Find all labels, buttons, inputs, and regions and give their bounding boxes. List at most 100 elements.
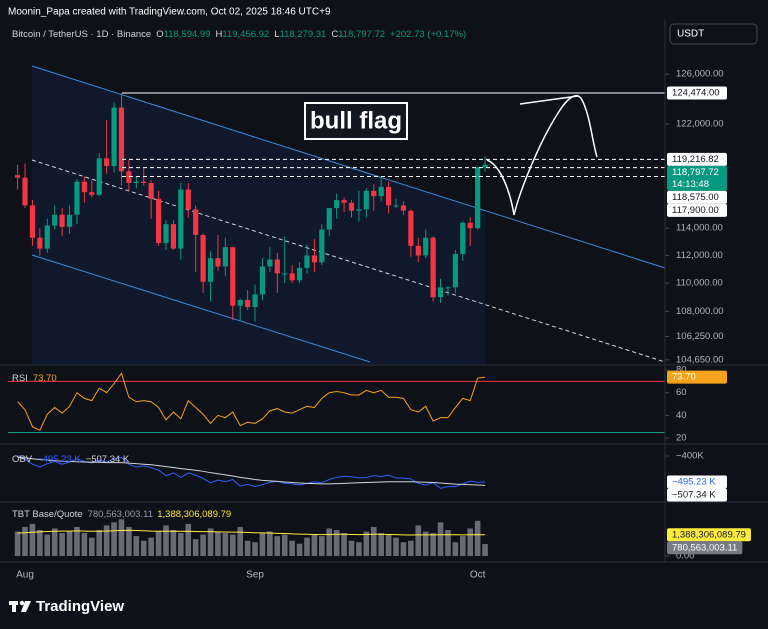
candle-body xyxy=(222,247,228,267)
volume-bar xyxy=(185,523,192,556)
level-label-box xyxy=(667,190,727,204)
y-tick-label: 40 xyxy=(676,410,687,421)
candle-body xyxy=(304,255,310,268)
channel-fill xyxy=(32,66,485,365)
ohlc-value: 118,797.72 xyxy=(338,29,385,40)
volume-bar xyxy=(296,543,303,556)
y-tick-label: −400K xyxy=(676,451,704,462)
candle-body xyxy=(415,245,421,256)
candle-body xyxy=(252,294,258,308)
volume-bar xyxy=(274,536,281,556)
level-label: 118,575.00 xyxy=(672,192,719,203)
volume-bar xyxy=(103,525,110,556)
level-label-box xyxy=(667,86,727,100)
volume-bar xyxy=(326,528,333,556)
ohlc-label: H xyxy=(215,29,222,40)
volume-bar xyxy=(370,526,377,556)
candle-body xyxy=(52,214,58,226)
volume-bar xyxy=(51,528,58,556)
volume-bar xyxy=(111,522,117,556)
candle-body xyxy=(467,222,473,229)
legend-item: −507.34 K xyxy=(86,454,130,465)
candle-body xyxy=(386,186,392,206)
y-tick-label: 122,000.00 xyxy=(676,118,724,129)
candle-body xyxy=(89,192,95,195)
legend: TBT Base/Quote 780,563,003.11 1,388,306,08… xyxy=(12,509,231,520)
candle-body xyxy=(393,205,399,207)
volume-bar xyxy=(66,531,73,556)
volume-bar xyxy=(44,534,51,556)
volume-bar xyxy=(281,534,288,556)
last-price: 14:13:48 xyxy=(672,179,709,190)
currency-box xyxy=(669,23,758,45)
volume-bar xyxy=(59,533,65,556)
volume-bar xyxy=(74,526,80,556)
volume-bar xyxy=(393,537,399,556)
volume-bar xyxy=(333,530,340,556)
value-label: 1,388,306,089.79 xyxy=(672,529,746,540)
volume-bar xyxy=(222,533,229,556)
legend-item: 780,563,003.11 xyxy=(88,509,153,520)
y-tick-label: 106,250.00 xyxy=(676,331,724,342)
candle-body xyxy=(207,258,214,282)
volume-bar xyxy=(126,526,132,556)
candle-body xyxy=(371,190,377,197)
last-price-box xyxy=(667,165,727,191)
volume-ma xyxy=(17,529,486,536)
value-label-box xyxy=(667,528,751,542)
hand-drawn-arrow xyxy=(486,94,598,216)
volume-bar xyxy=(89,537,95,556)
candle-body xyxy=(96,158,102,195)
candle-body xyxy=(74,181,80,215)
y-tick-label: 104,650.00 xyxy=(676,354,724,365)
candle-body xyxy=(445,287,451,289)
candle-body xyxy=(408,210,414,246)
symbol-legend: Bitcoin / TetherUS · 1D · Binance O118,59… xyxy=(12,29,466,40)
volume-bar xyxy=(133,536,140,556)
candle-body xyxy=(267,259,273,267)
candle-body xyxy=(163,224,169,244)
volume-bar xyxy=(170,530,177,556)
candle-body xyxy=(482,164,488,168)
volume-bar xyxy=(341,533,347,556)
candle-body xyxy=(148,182,154,199)
channel-upper xyxy=(31,65,666,269)
symbol: Bitcoin / TetherUS · 1D · Binance xyxy=(12,29,151,40)
volume-bar xyxy=(474,520,481,556)
indicator-line xyxy=(17,372,486,431)
legend-item: −495.23 K xyxy=(37,454,81,465)
candle-body xyxy=(475,167,481,229)
candle-body xyxy=(341,200,347,203)
last-price: 118,797.72 xyxy=(672,167,719,178)
volume-bar xyxy=(118,519,125,556)
value-label: −507.34 K xyxy=(672,490,716,501)
volume-bar xyxy=(259,533,266,556)
candle-body xyxy=(193,209,199,235)
marks: 126,000.00 122,000.00 114,000.00 112,000.00… xyxy=(8,29,751,581)
candle-body xyxy=(230,247,236,306)
y-tick-label: 60 xyxy=(676,387,687,398)
volume-bar xyxy=(252,542,258,556)
candle-body xyxy=(59,214,65,227)
volume-bar xyxy=(400,542,407,556)
volume-bar xyxy=(215,531,221,556)
volume-bar xyxy=(482,544,488,556)
y-tick-label: 0.00 xyxy=(676,551,695,562)
candle-body xyxy=(44,225,50,249)
volume-bar xyxy=(378,533,384,556)
candle-body xyxy=(282,273,288,275)
ohlc-value: 118,594.99 xyxy=(164,29,211,40)
volume-bar xyxy=(163,525,169,556)
candle-body xyxy=(356,209,362,211)
candle-body xyxy=(319,229,325,263)
legend-item: 1,388,306,089.79 xyxy=(157,509,231,520)
volume-bar xyxy=(178,533,184,556)
volume-bar xyxy=(408,540,414,556)
logo-text: TradingView xyxy=(36,598,124,615)
candle-body xyxy=(15,175,21,178)
candle-body xyxy=(66,214,73,227)
candle-body xyxy=(118,107,125,172)
candle-body xyxy=(29,205,36,238)
candle-body xyxy=(155,198,162,244)
volume-bar xyxy=(311,534,318,556)
